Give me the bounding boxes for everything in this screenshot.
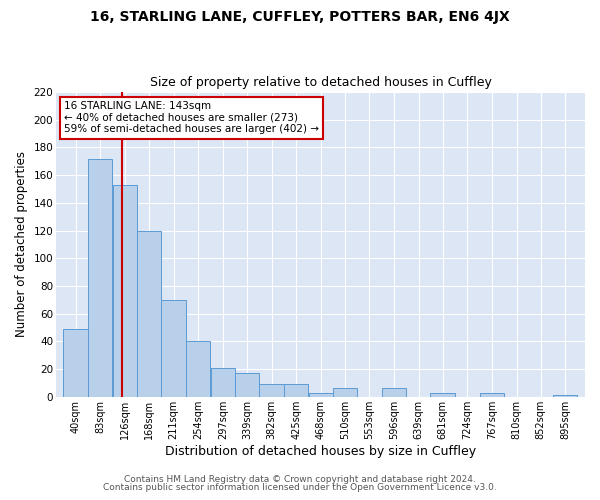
Bar xyxy=(88,158,112,397)
Bar xyxy=(186,342,211,397)
Text: 16 STARLING LANE: 143sqm
← 40% of detached houses are smaller (273)
59% of semi-: 16 STARLING LANE: 143sqm ← 40% of detach… xyxy=(64,101,319,134)
Bar xyxy=(64,329,88,397)
Bar xyxy=(284,384,308,397)
Bar xyxy=(308,392,333,397)
Bar xyxy=(480,392,504,397)
Bar xyxy=(259,384,284,397)
Text: Contains HM Land Registry data © Crown copyright and database right 2024.: Contains HM Land Registry data © Crown c… xyxy=(124,475,476,484)
Bar xyxy=(161,300,186,397)
Text: 16, STARLING LANE, CUFFLEY, POTTERS BAR, EN6 4JX: 16, STARLING LANE, CUFFLEY, POTTERS BAR,… xyxy=(90,10,510,24)
Bar xyxy=(137,230,161,397)
Bar xyxy=(430,392,455,397)
Title: Size of property relative to detached houses in Cuffley: Size of property relative to detached ho… xyxy=(149,76,491,90)
Bar xyxy=(332,388,357,397)
Text: Contains public sector information licensed under the Open Government Licence v3: Contains public sector information licen… xyxy=(103,484,497,492)
Bar xyxy=(382,388,406,397)
Bar xyxy=(235,373,259,397)
Bar xyxy=(553,396,577,397)
Bar xyxy=(113,185,137,397)
X-axis label: Distribution of detached houses by size in Cuffley: Distribution of detached houses by size … xyxy=(165,444,476,458)
Bar xyxy=(211,368,235,397)
Y-axis label: Number of detached properties: Number of detached properties xyxy=(15,152,28,338)
